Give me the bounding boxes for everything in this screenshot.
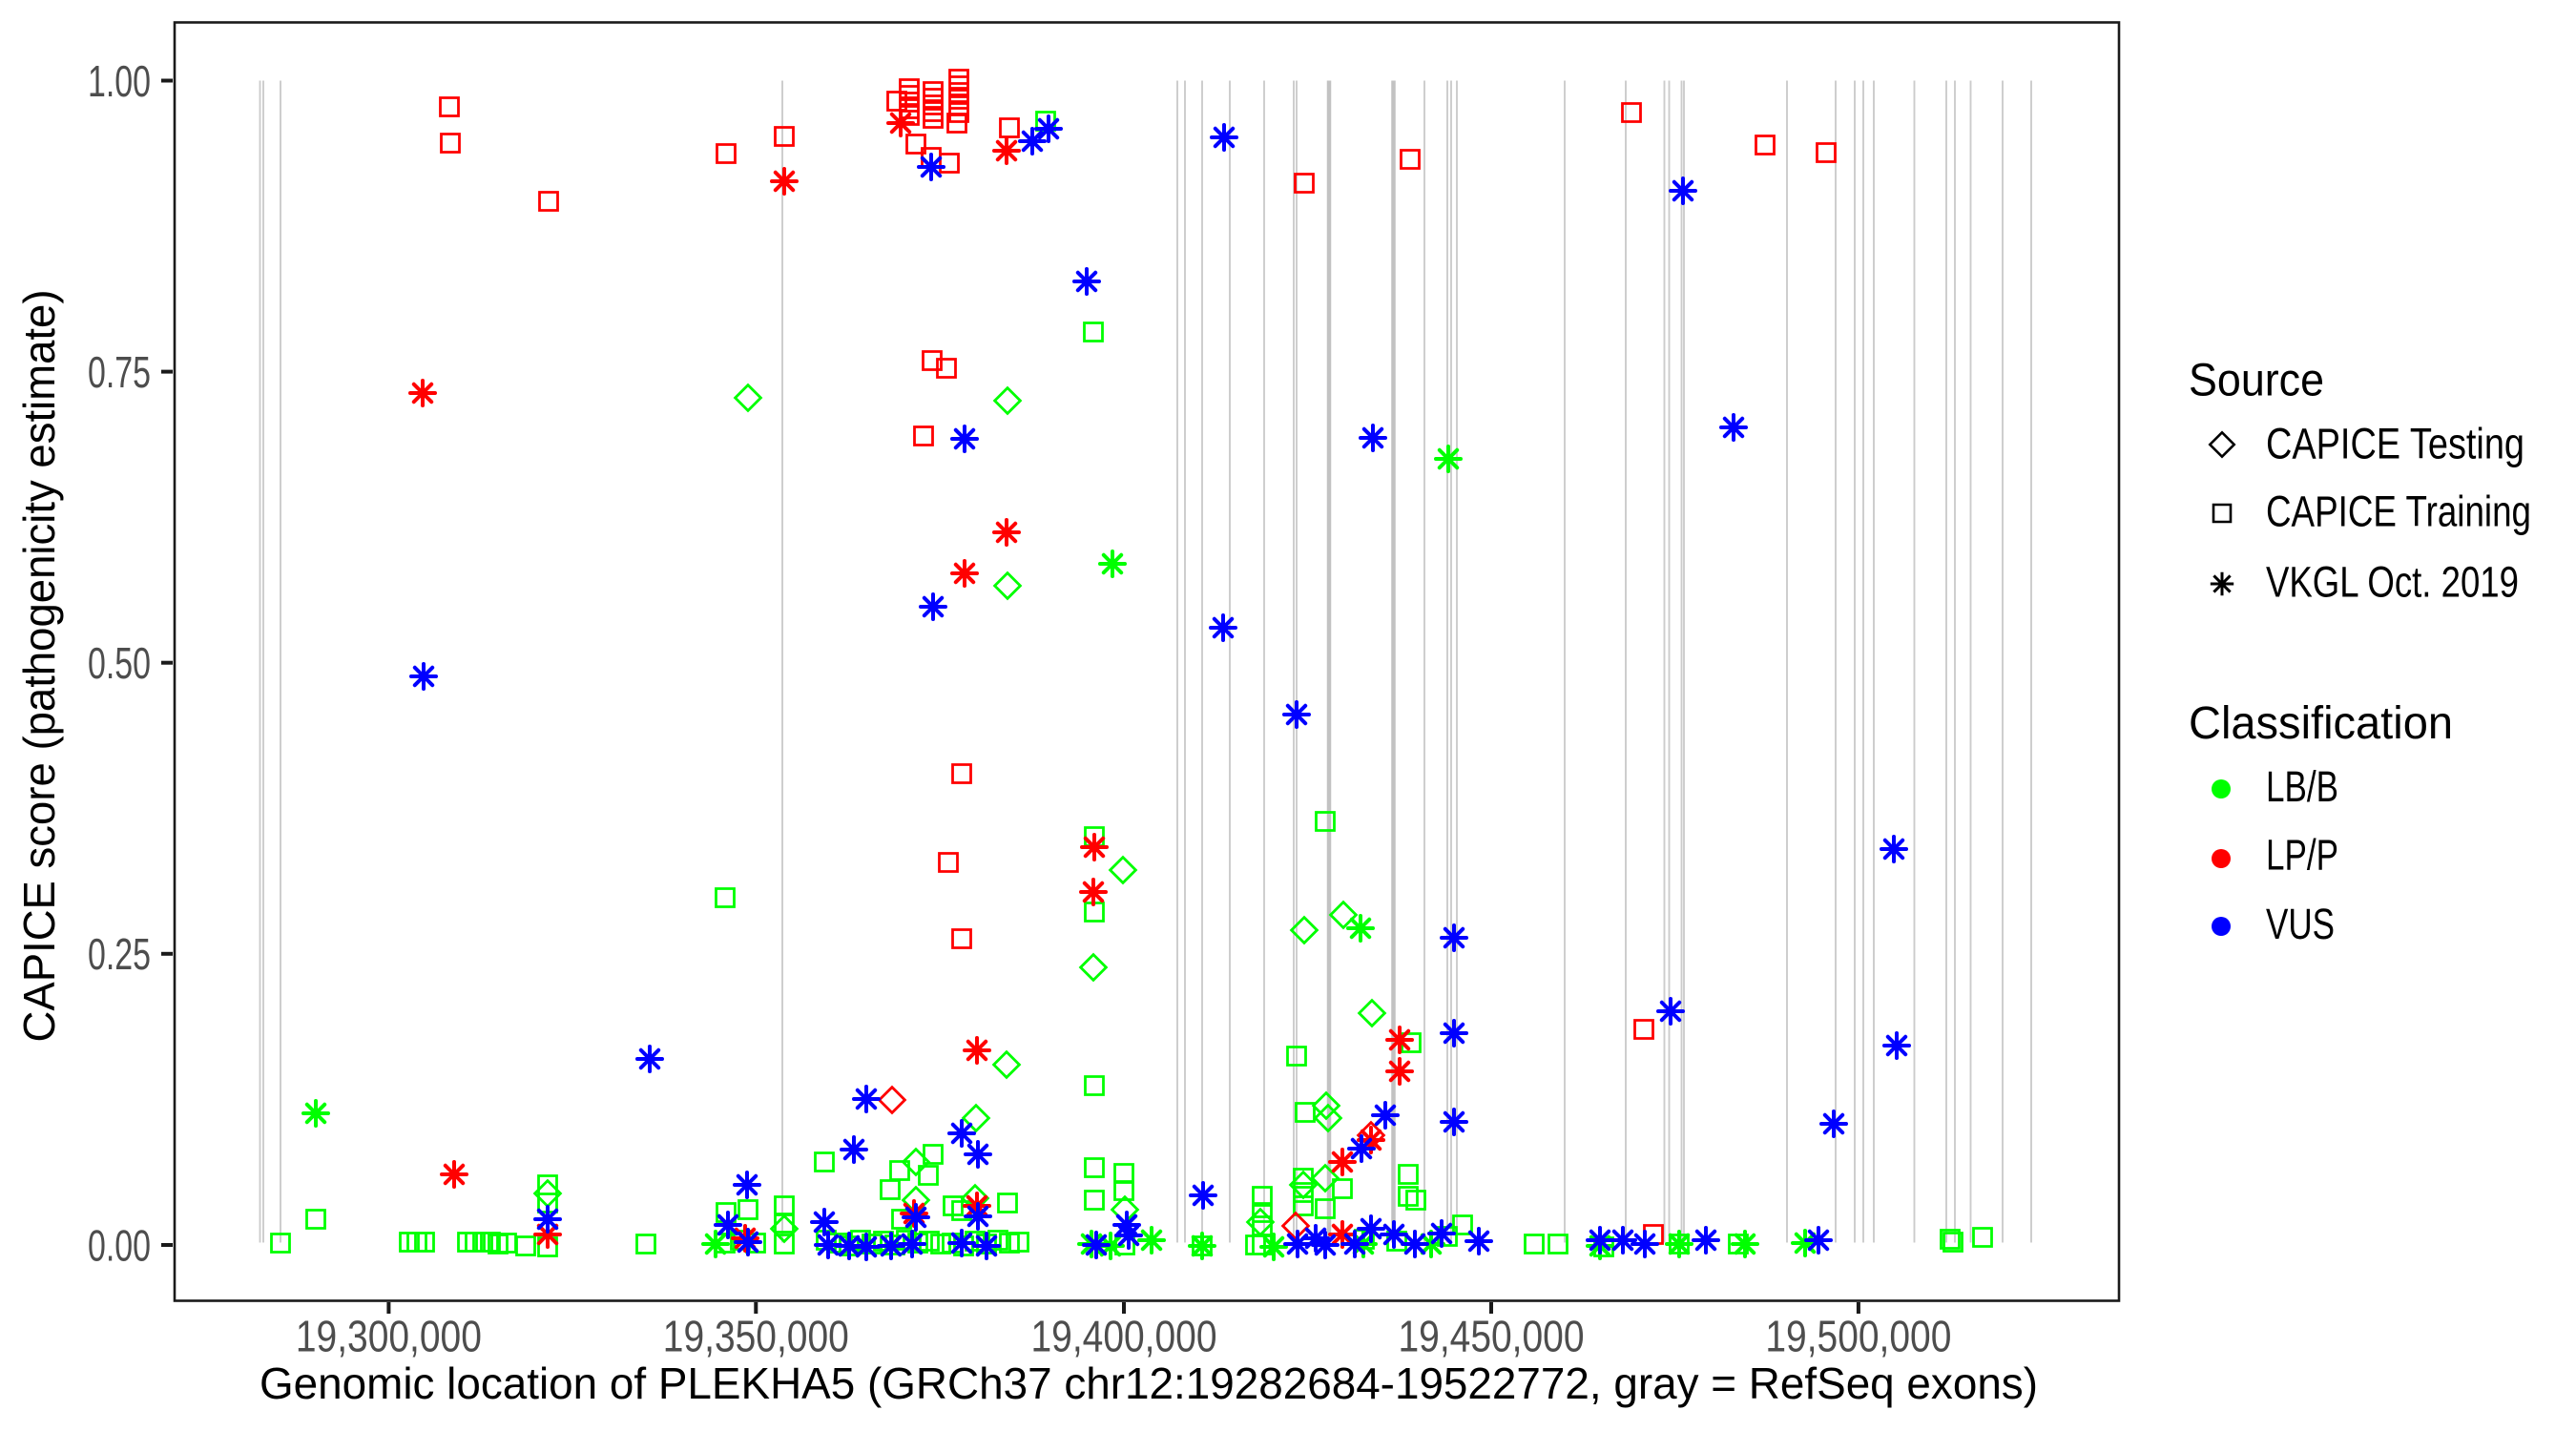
svg-text:19,450,000: 19,450,000 [1399, 1312, 1585, 1361]
svg-text:CAPICE score (pathogenicity es: CAPICE score (pathogenicity estimate) [14, 290, 64, 1043]
svg-text:19,350,000: 19,350,000 [663, 1312, 849, 1361]
svg-text:Source: Source [2189, 356, 2324, 406]
svg-text:19,400,000: 19,400,000 [1031, 1312, 1217, 1361]
svg-text:Classification: Classification [2189, 698, 2453, 749]
svg-text:CAPICE Training: CAPICE Training [2266, 487, 2531, 536]
svg-text:VUS: VUS [2266, 900, 2335, 948]
svg-text:0.25: 0.25 [88, 929, 151, 979]
svg-text:Genomic location of PLEKHA5 (G: Genomic location of PLEKHA5 (GRCh37 chr1… [260, 1358, 2038, 1408]
svg-text:1.00: 1.00 [88, 56, 151, 106]
svg-text:LP/P: LP/P [2266, 831, 2338, 880]
svg-text:0.00: 0.00 [88, 1220, 151, 1270]
svg-text:CAPICE Testing: CAPICE Testing [2266, 420, 2524, 468]
svg-text:0.50: 0.50 [88, 638, 151, 688]
svg-text:LB/B: LB/B [2266, 762, 2338, 811]
svg-text:0.75: 0.75 [88, 347, 151, 397]
svg-text:VKGL Oct. 2019: VKGL Oct. 2019 [2266, 557, 2519, 606]
svg-text:19,500,000: 19,500,000 [1765, 1312, 1951, 1361]
svg-text:19,300,000: 19,300,000 [296, 1312, 482, 1361]
